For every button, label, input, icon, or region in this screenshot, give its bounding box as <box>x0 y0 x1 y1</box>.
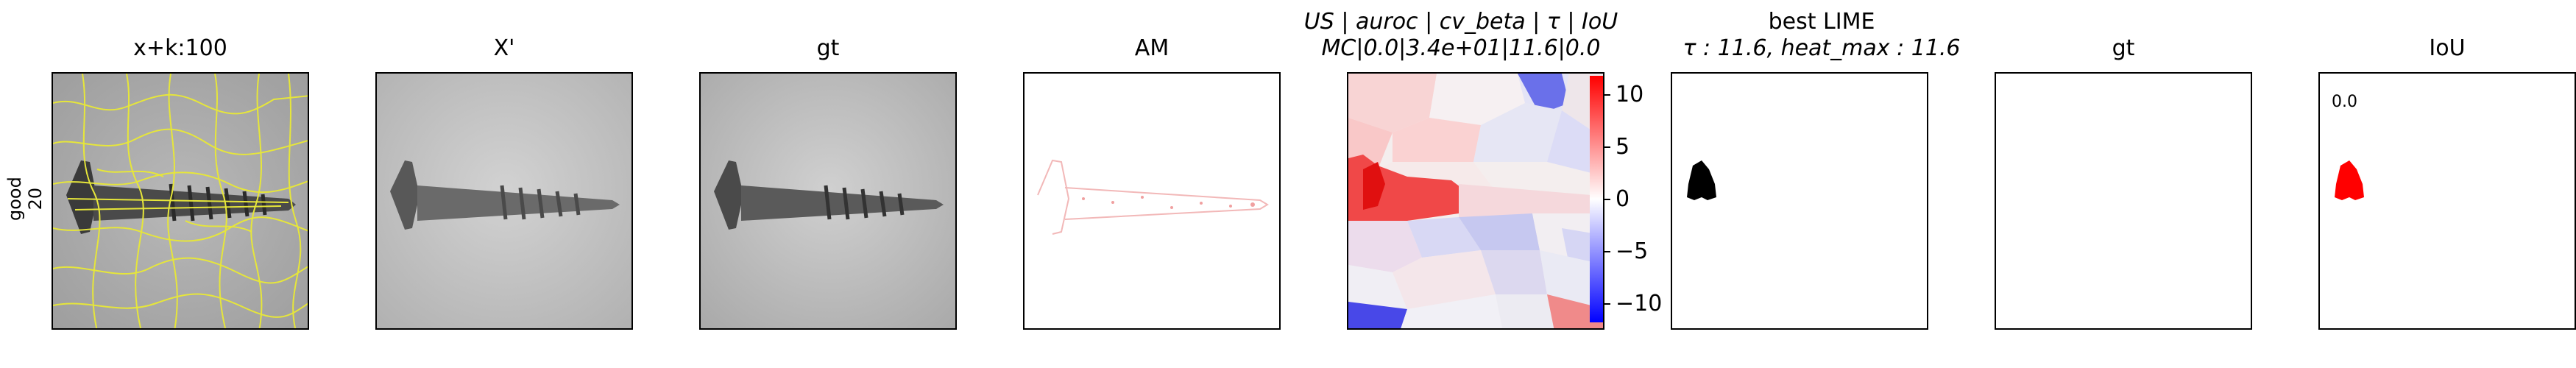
cbar-tickmark-neg10 <box>1603 303 1610 305</box>
cbar-tick-neg5: −5 <box>1616 238 1649 264</box>
cbar-tickmark-0 <box>1603 199 1610 200</box>
cbar-tick-0: 0 <box>1616 186 1630 212</box>
panel-8-image: 0.0 <box>2318 72 2576 330</box>
superpixel-boundaries <box>53 74 308 328</box>
panel-5-title-line1: US | auroc | cv_beta | τ | IoU <box>1303 9 1618 35</box>
row-label-line2: 20 <box>25 187 46 210</box>
reconstructed-screw-image <box>377 74 631 328</box>
cbar-tickmark-5 <box>1603 146 1610 148</box>
panel-5-title: US | auroc | cv_beta | τ | IoU MC|0.0|3.… <box>1295 9 1627 62</box>
panel-6-title-line1: best LIME <box>1768 9 1875 35</box>
iou-value: 0.0 <box>2332 93 2357 111</box>
panel-1-image <box>52 72 309 330</box>
panel-8-title: IoU <box>2429 35 2466 61</box>
best-lime-mask <box>1672 74 1927 328</box>
panel-6-title: best LIME τ : 11.6, heat_max : 11.6 <box>1656 9 1987 62</box>
panel-5-image <box>1347 72 1604 330</box>
anomaly-map <box>1025 74 1279 328</box>
row-label-line1: good <box>4 177 25 221</box>
panel-7-title: gt <box>2112 35 2135 61</box>
panel-3-image <box>699 72 957 330</box>
cbar-tick-5: 5 <box>1616 134 1630 160</box>
ground-truth-screw-image <box>701 74 955 328</box>
panel-4-image <box>1023 72 1281 330</box>
row-label: good 20 <box>4 177 46 222</box>
colorbar <box>1590 76 1603 322</box>
gt-mask-blank <box>1996 74 2251 328</box>
panel-2-title: X' <box>493 35 515 61</box>
panel-7-image <box>1995 72 2252 330</box>
cbar-tickmark-neg5 <box>1603 251 1610 252</box>
cbar-tickmark-10 <box>1603 94 1610 96</box>
cbar-tick-neg10: −10 <box>1616 291 1663 316</box>
panel-6-title-line2: τ : 11.6, heat_max : 11.6 <box>1682 35 1961 61</box>
panel-2-image <box>375 72 633 330</box>
superpixel-screw-image <box>53 74 308 328</box>
iou-overlay <box>2320 74 2575 328</box>
panel-1-title: x+k:100 <box>133 35 227 61</box>
panel-6-image <box>1671 72 1928 330</box>
lime-heatmap <box>1348 74 1603 328</box>
panel-4-title: AM <box>1134 35 1170 61</box>
panel-3-title: gt <box>816 35 840 61</box>
cbar-tick-10: 10 <box>1616 82 1644 107</box>
panel-5-title-line2: MC|0.0|3.4e+01|11.6|0.0 <box>1321 35 1601 61</box>
